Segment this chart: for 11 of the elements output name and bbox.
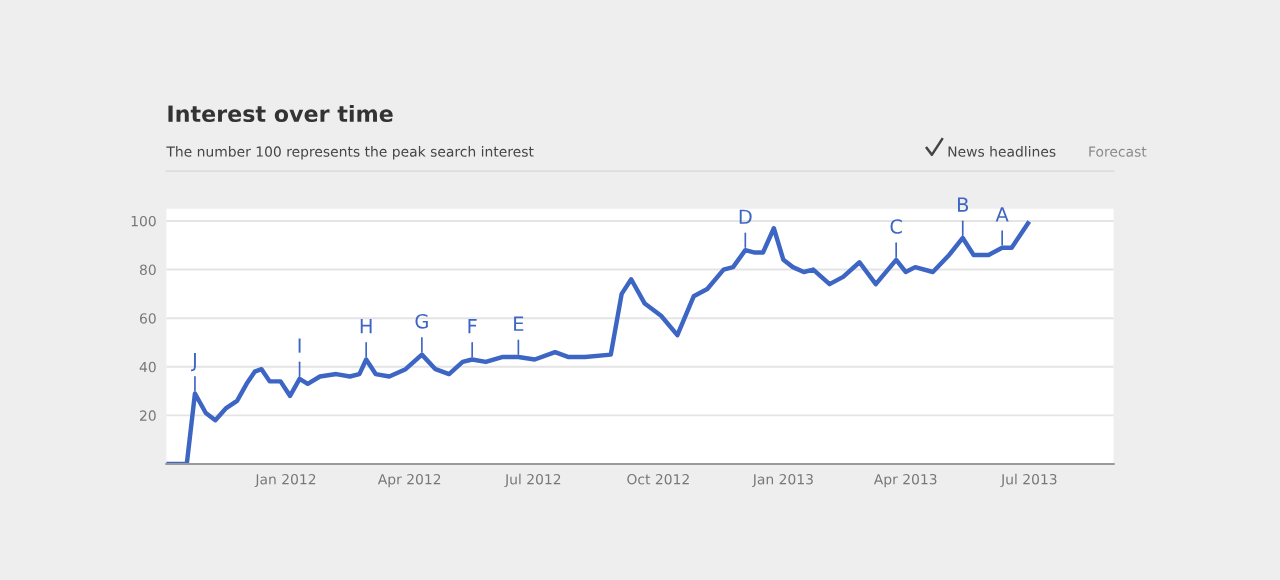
annotation: E — [514, 316, 524, 331]
chart-title: Interest over time — [168, 104, 393, 123]
annotation: I — [298, 338, 301, 353]
annotation: A — [995, 207, 1009, 222]
annotation: F — [468, 319, 477, 334]
annotation: J — [191, 353, 196, 372]
annotation: H — [360, 319, 372, 334]
annotation: G — [415, 313, 428, 329]
annotation: B — [957, 197, 969, 212]
annotation: D — [739, 209, 752, 224]
annotation: C — [890, 219, 902, 234]
